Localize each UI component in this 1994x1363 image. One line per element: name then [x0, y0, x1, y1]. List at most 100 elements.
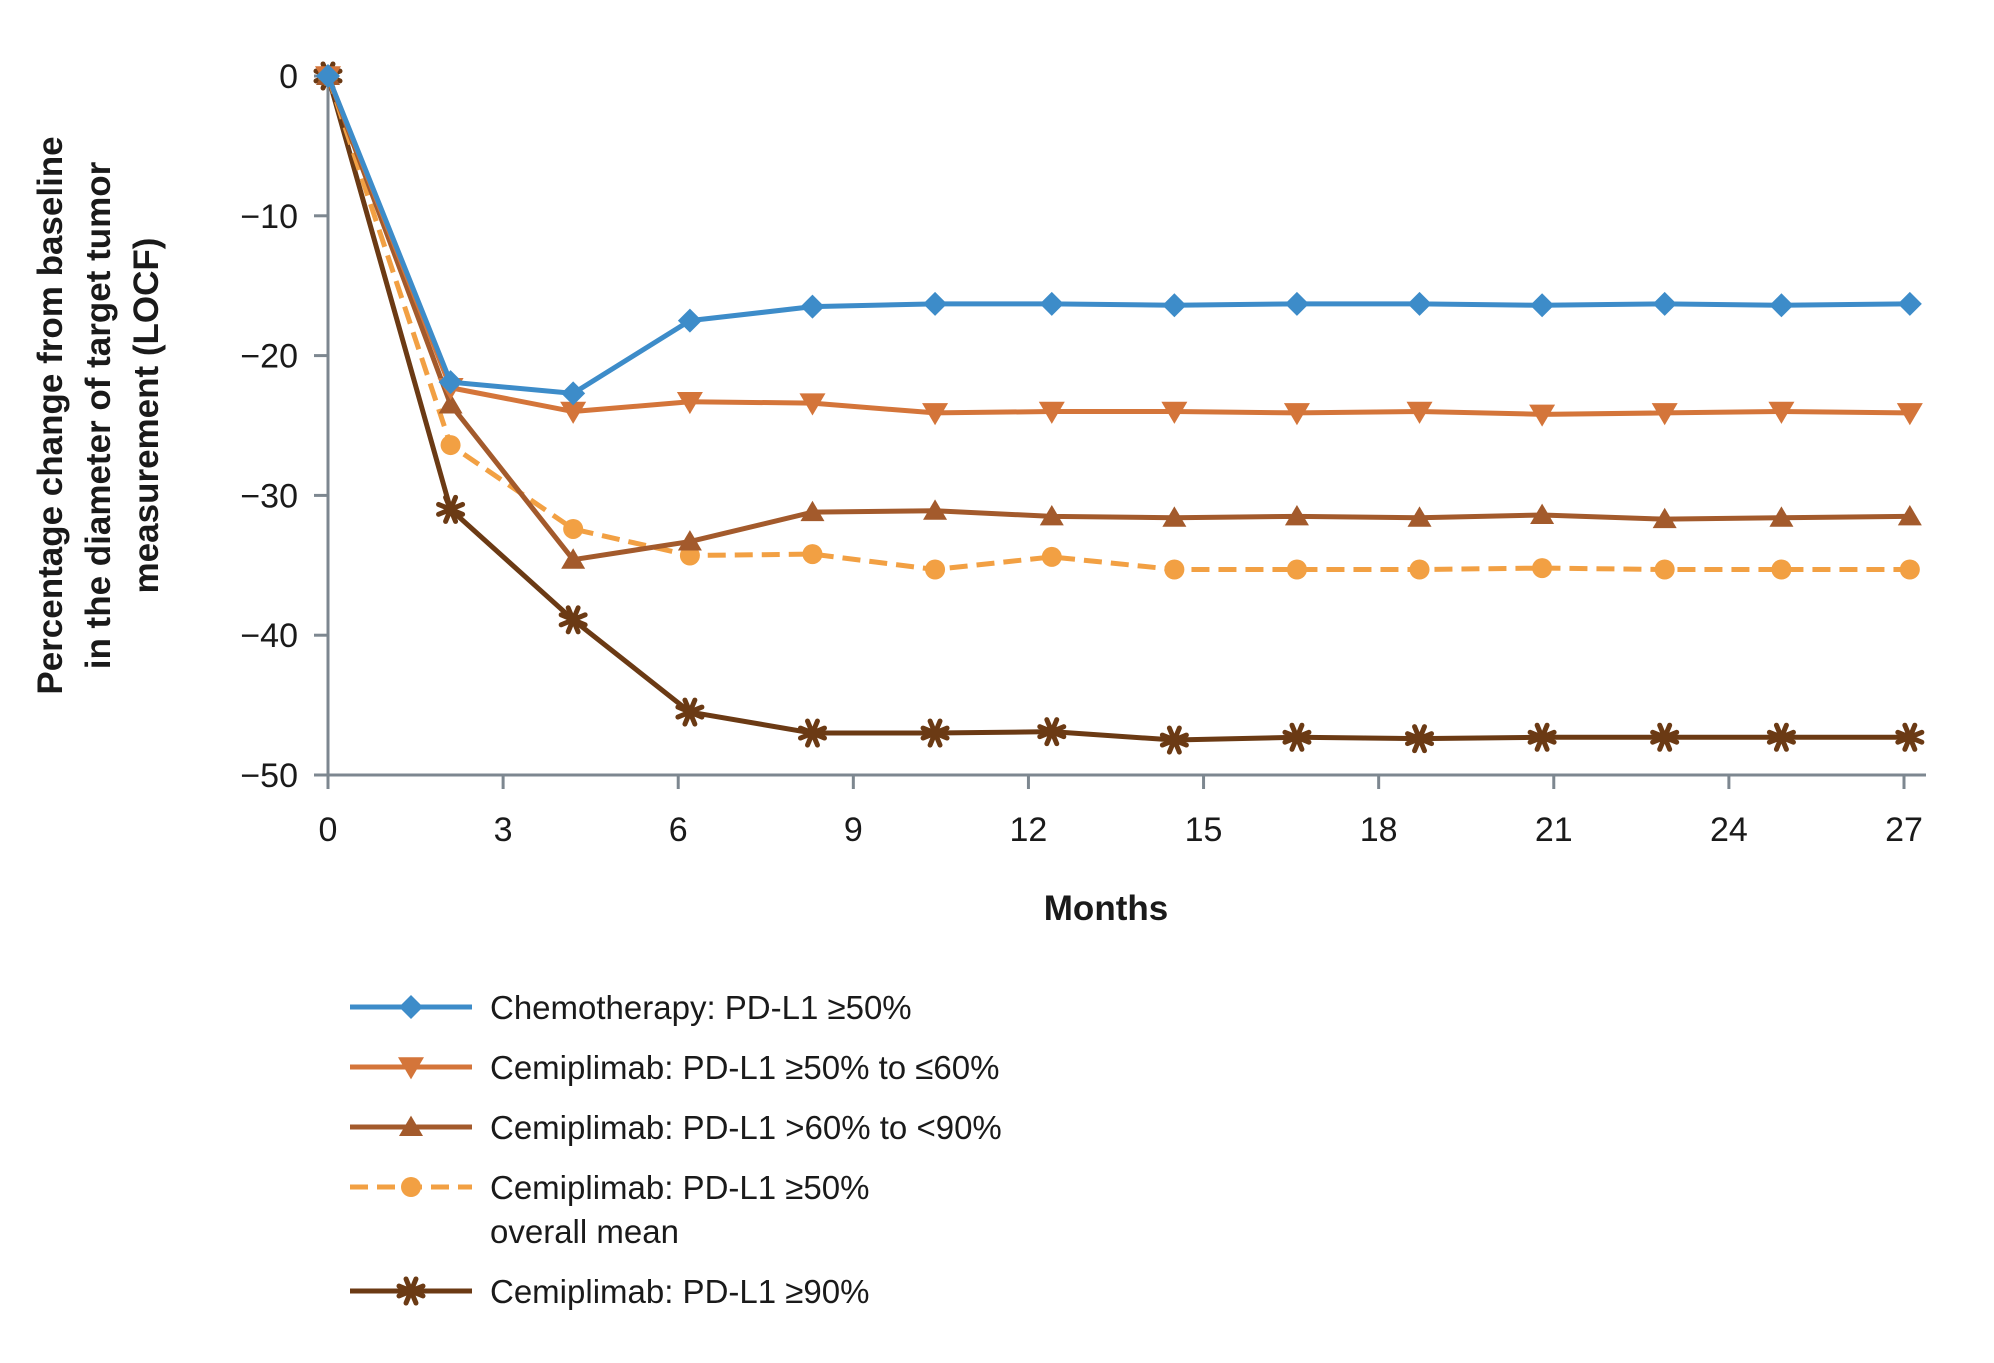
- x-tick-label: 21: [1535, 811, 1573, 849]
- y-axis-title-line: Percentage change from baseline: [31, 136, 70, 694]
- y-tick-label: −20: [240, 338, 298, 376]
- legend-item: Cemiplimab: PD-L1 >60% to <90%: [350, 1109, 1002, 1146]
- data-point: [923, 499, 948, 520]
- x-tick-label: 0: [319, 811, 338, 849]
- series-1: [315, 66, 1923, 427]
- legend-swatch-marker: [399, 995, 423, 1019]
- data-point: [440, 435, 461, 456]
- legend-swatch-marker: [396, 1276, 426, 1306]
- series-line: [325, 75, 1910, 563]
- data-point: [1530, 503, 1555, 524]
- data-point: [1529, 404, 1556, 427]
- legend-label: Cemiplimab: PD-L1 ≥50% to ≤60%: [490, 1049, 999, 1086]
- data-point: [1654, 559, 1675, 580]
- data-point: [1164, 559, 1185, 580]
- series-line: [325, 75, 1910, 396]
- y-tick-label: −10: [240, 198, 298, 236]
- series-4: [313, 61, 1925, 755]
- data-point: [797, 718, 827, 748]
- data-point: [1652, 291, 1677, 316]
- data-point: [1897, 291, 1922, 316]
- series-2: [316, 64, 1922, 569]
- data-point: [1769, 506, 1794, 527]
- y-axis-title-line: measurement (LOCF): [127, 238, 166, 594]
- data-point: [800, 294, 825, 319]
- data-point: [1409, 559, 1430, 580]
- data-point: [1282, 722, 1312, 752]
- legend-label: Cemiplimab: PD-L1 >60% to <90%: [490, 1109, 1002, 1146]
- x-tick-label: 6: [669, 811, 688, 849]
- legend-swatch-marker: [399, 1115, 423, 1136]
- legend-item: Cemiplimab: PD-L1 ≥50% overall mean: [350, 1169, 869, 1250]
- data-point: [677, 308, 702, 333]
- legend-label: Cemiplimab: PD-L1 ≥50%: [490, 1169, 869, 1206]
- legend-swatch-marker: [398, 1057, 424, 1080]
- y-axis-title: Percentage change from baseline in the di…: [31, 136, 166, 694]
- data-point: [1284, 291, 1309, 316]
- data-point: [1162, 293, 1187, 318]
- x-tick-label: 12: [1010, 811, 1048, 849]
- data-point: [1532, 558, 1553, 579]
- data-point: [1039, 504, 1064, 526]
- data-point: [1769, 293, 1794, 318]
- data-point: [1650, 722, 1680, 752]
- data-point: [1406, 401, 1433, 424]
- data-point: [1039, 291, 1064, 316]
- x-axis-title: Months: [1044, 889, 1168, 928]
- legend-item: Cemiplimab: PD-L1 ≥90%: [350, 1273, 869, 1310]
- data-point: [1286, 559, 1307, 580]
- data-point: [1771, 559, 1792, 580]
- legend-label: overall mean: [490, 1213, 679, 1250]
- data-point: [920, 718, 950, 748]
- data-point: [800, 500, 825, 522]
- data-point: [563, 518, 584, 539]
- legend-label: Chemotherapy: PD-L1 ≥50%: [490, 989, 912, 1026]
- series-3: [318, 66, 1920, 580]
- data-point: [1768, 401, 1795, 424]
- data-point: [1283, 403, 1310, 426]
- legend-item: Cemiplimab: PD-L1 ≥50% to ≤60%: [350, 1049, 999, 1086]
- data-point: [1897, 504, 1922, 526]
- y-tick-label: −30: [240, 477, 298, 515]
- data-point: [1161, 401, 1188, 424]
- data-point: [1896, 403, 1923, 426]
- data-point: [1407, 506, 1432, 527]
- x-tick-label: 15: [1185, 811, 1223, 849]
- data-point: [1766, 722, 1796, 752]
- data-point: [1407, 291, 1432, 316]
- legend-swatch-marker: [401, 1177, 421, 1197]
- data-point: [1162, 506, 1187, 527]
- data-point: [1405, 724, 1435, 754]
- data-point: [676, 391, 703, 415]
- legend-label: Cemiplimab: PD-L1 ≥90%: [490, 1273, 869, 1310]
- y-tick-label: −50: [240, 757, 298, 795]
- data-point: [922, 403, 949, 426]
- legend-item: Chemotherapy: PD-L1 ≥50%: [350, 989, 912, 1026]
- series-0: [316, 64, 1922, 406]
- data-point: [677, 530, 702, 551]
- data-point: [1038, 401, 1065, 424]
- data-point: [561, 381, 586, 406]
- y-tick-label: −40: [240, 617, 298, 655]
- data-point: [923, 291, 948, 316]
- data-point: [799, 393, 826, 416]
- data-point: [675, 697, 705, 727]
- x-tick-label: 9: [844, 811, 863, 849]
- data-point: [1530, 293, 1555, 318]
- data-point: [436, 494, 466, 524]
- x-tick-label: 27: [1885, 811, 1923, 849]
- x-tick-label: 24: [1710, 811, 1748, 849]
- data-point: [1284, 504, 1309, 526]
- plot-lines: [313, 61, 1925, 755]
- data-point: [560, 401, 587, 424]
- data-point: [558, 605, 588, 635]
- data-point: [1041, 546, 1062, 567]
- data-point: [1651, 403, 1678, 426]
- x-tick-label: 18: [1360, 811, 1398, 849]
- y-axis-title-line: in the diameter of target tumor: [79, 161, 118, 669]
- data-point: [316, 64, 340, 88]
- data-point: [438, 370, 463, 395]
- x-axis-title: Months: [1044, 889, 1168, 928]
- legend: Chemotherapy: PD-L1 ≥50% Cemiplimab: PD-L…: [350, 989, 1002, 1310]
